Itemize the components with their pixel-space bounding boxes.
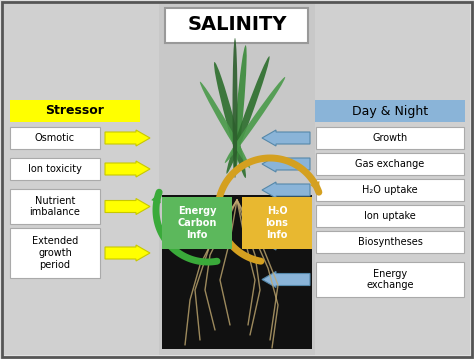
Ellipse shape bbox=[233, 45, 246, 175]
FancyArrow shape bbox=[262, 234, 310, 250]
FancyBboxPatch shape bbox=[10, 158, 100, 180]
FancyBboxPatch shape bbox=[316, 127, 464, 149]
Text: Energy
Carbon
Info: Energy Carbon Info bbox=[177, 206, 217, 239]
Text: Biosyntheses: Biosyntheses bbox=[357, 237, 422, 247]
FancyArrow shape bbox=[262, 208, 310, 224]
Text: Day & Night: Day & Night bbox=[352, 104, 428, 117]
FancyBboxPatch shape bbox=[316, 262, 464, 297]
Ellipse shape bbox=[225, 77, 285, 163]
FancyArrow shape bbox=[262, 156, 310, 172]
Ellipse shape bbox=[214, 62, 246, 178]
FancyBboxPatch shape bbox=[162, 195, 312, 349]
Text: Extended
growth
period: Extended growth period bbox=[32, 236, 78, 270]
Ellipse shape bbox=[233, 38, 237, 178]
FancyBboxPatch shape bbox=[10, 228, 100, 278]
FancyArrow shape bbox=[105, 245, 150, 261]
FancyBboxPatch shape bbox=[315, 100, 465, 122]
Text: Ion uptake: Ion uptake bbox=[364, 211, 416, 221]
FancyArrow shape bbox=[105, 161, 150, 177]
FancyArrow shape bbox=[105, 199, 150, 214]
FancyBboxPatch shape bbox=[159, 4, 315, 355]
Ellipse shape bbox=[227, 56, 270, 174]
Text: H₂O
Ions
Info: H₂O Ions Info bbox=[265, 206, 289, 239]
Ellipse shape bbox=[200, 82, 250, 168]
Text: Ion toxicity: Ion toxicity bbox=[28, 164, 82, 174]
Text: SALINITY: SALINITY bbox=[187, 15, 287, 34]
Text: Osmotic: Osmotic bbox=[35, 133, 75, 143]
FancyBboxPatch shape bbox=[10, 189, 100, 224]
Text: Energy
exchange: Energy exchange bbox=[366, 269, 414, 290]
FancyArrow shape bbox=[262, 130, 310, 146]
Text: H₂O uptake: H₂O uptake bbox=[362, 185, 418, 195]
FancyBboxPatch shape bbox=[242, 197, 312, 249]
FancyArrow shape bbox=[105, 130, 150, 146]
FancyArrow shape bbox=[262, 271, 310, 288]
FancyArrow shape bbox=[262, 182, 310, 198]
Text: Gas exchange: Gas exchange bbox=[356, 159, 425, 169]
FancyBboxPatch shape bbox=[165, 8, 308, 43]
FancyBboxPatch shape bbox=[4, 4, 159, 355]
FancyBboxPatch shape bbox=[315, 4, 470, 355]
FancyBboxPatch shape bbox=[316, 179, 464, 201]
FancyBboxPatch shape bbox=[316, 153, 464, 175]
Text: Growth: Growth bbox=[373, 133, 408, 143]
FancyBboxPatch shape bbox=[162, 197, 232, 249]
Text: Stressor: Stressor bbox=[46, 104, 104, 117]
FancyBboxPatch shape bbox=[316, 231, 464, 253]
FancyBboxPatch shape bbox=[10, 100, 140, 122]
FancyBboxPatch shape bbox=[316, 205, 464, 227]
FancyBboxPatch shape bbox=[10, 127, 100, 149]
Text: Nutrient
imbalance: Nutrient imbalance bbox=[29, 196, 81, 217]
